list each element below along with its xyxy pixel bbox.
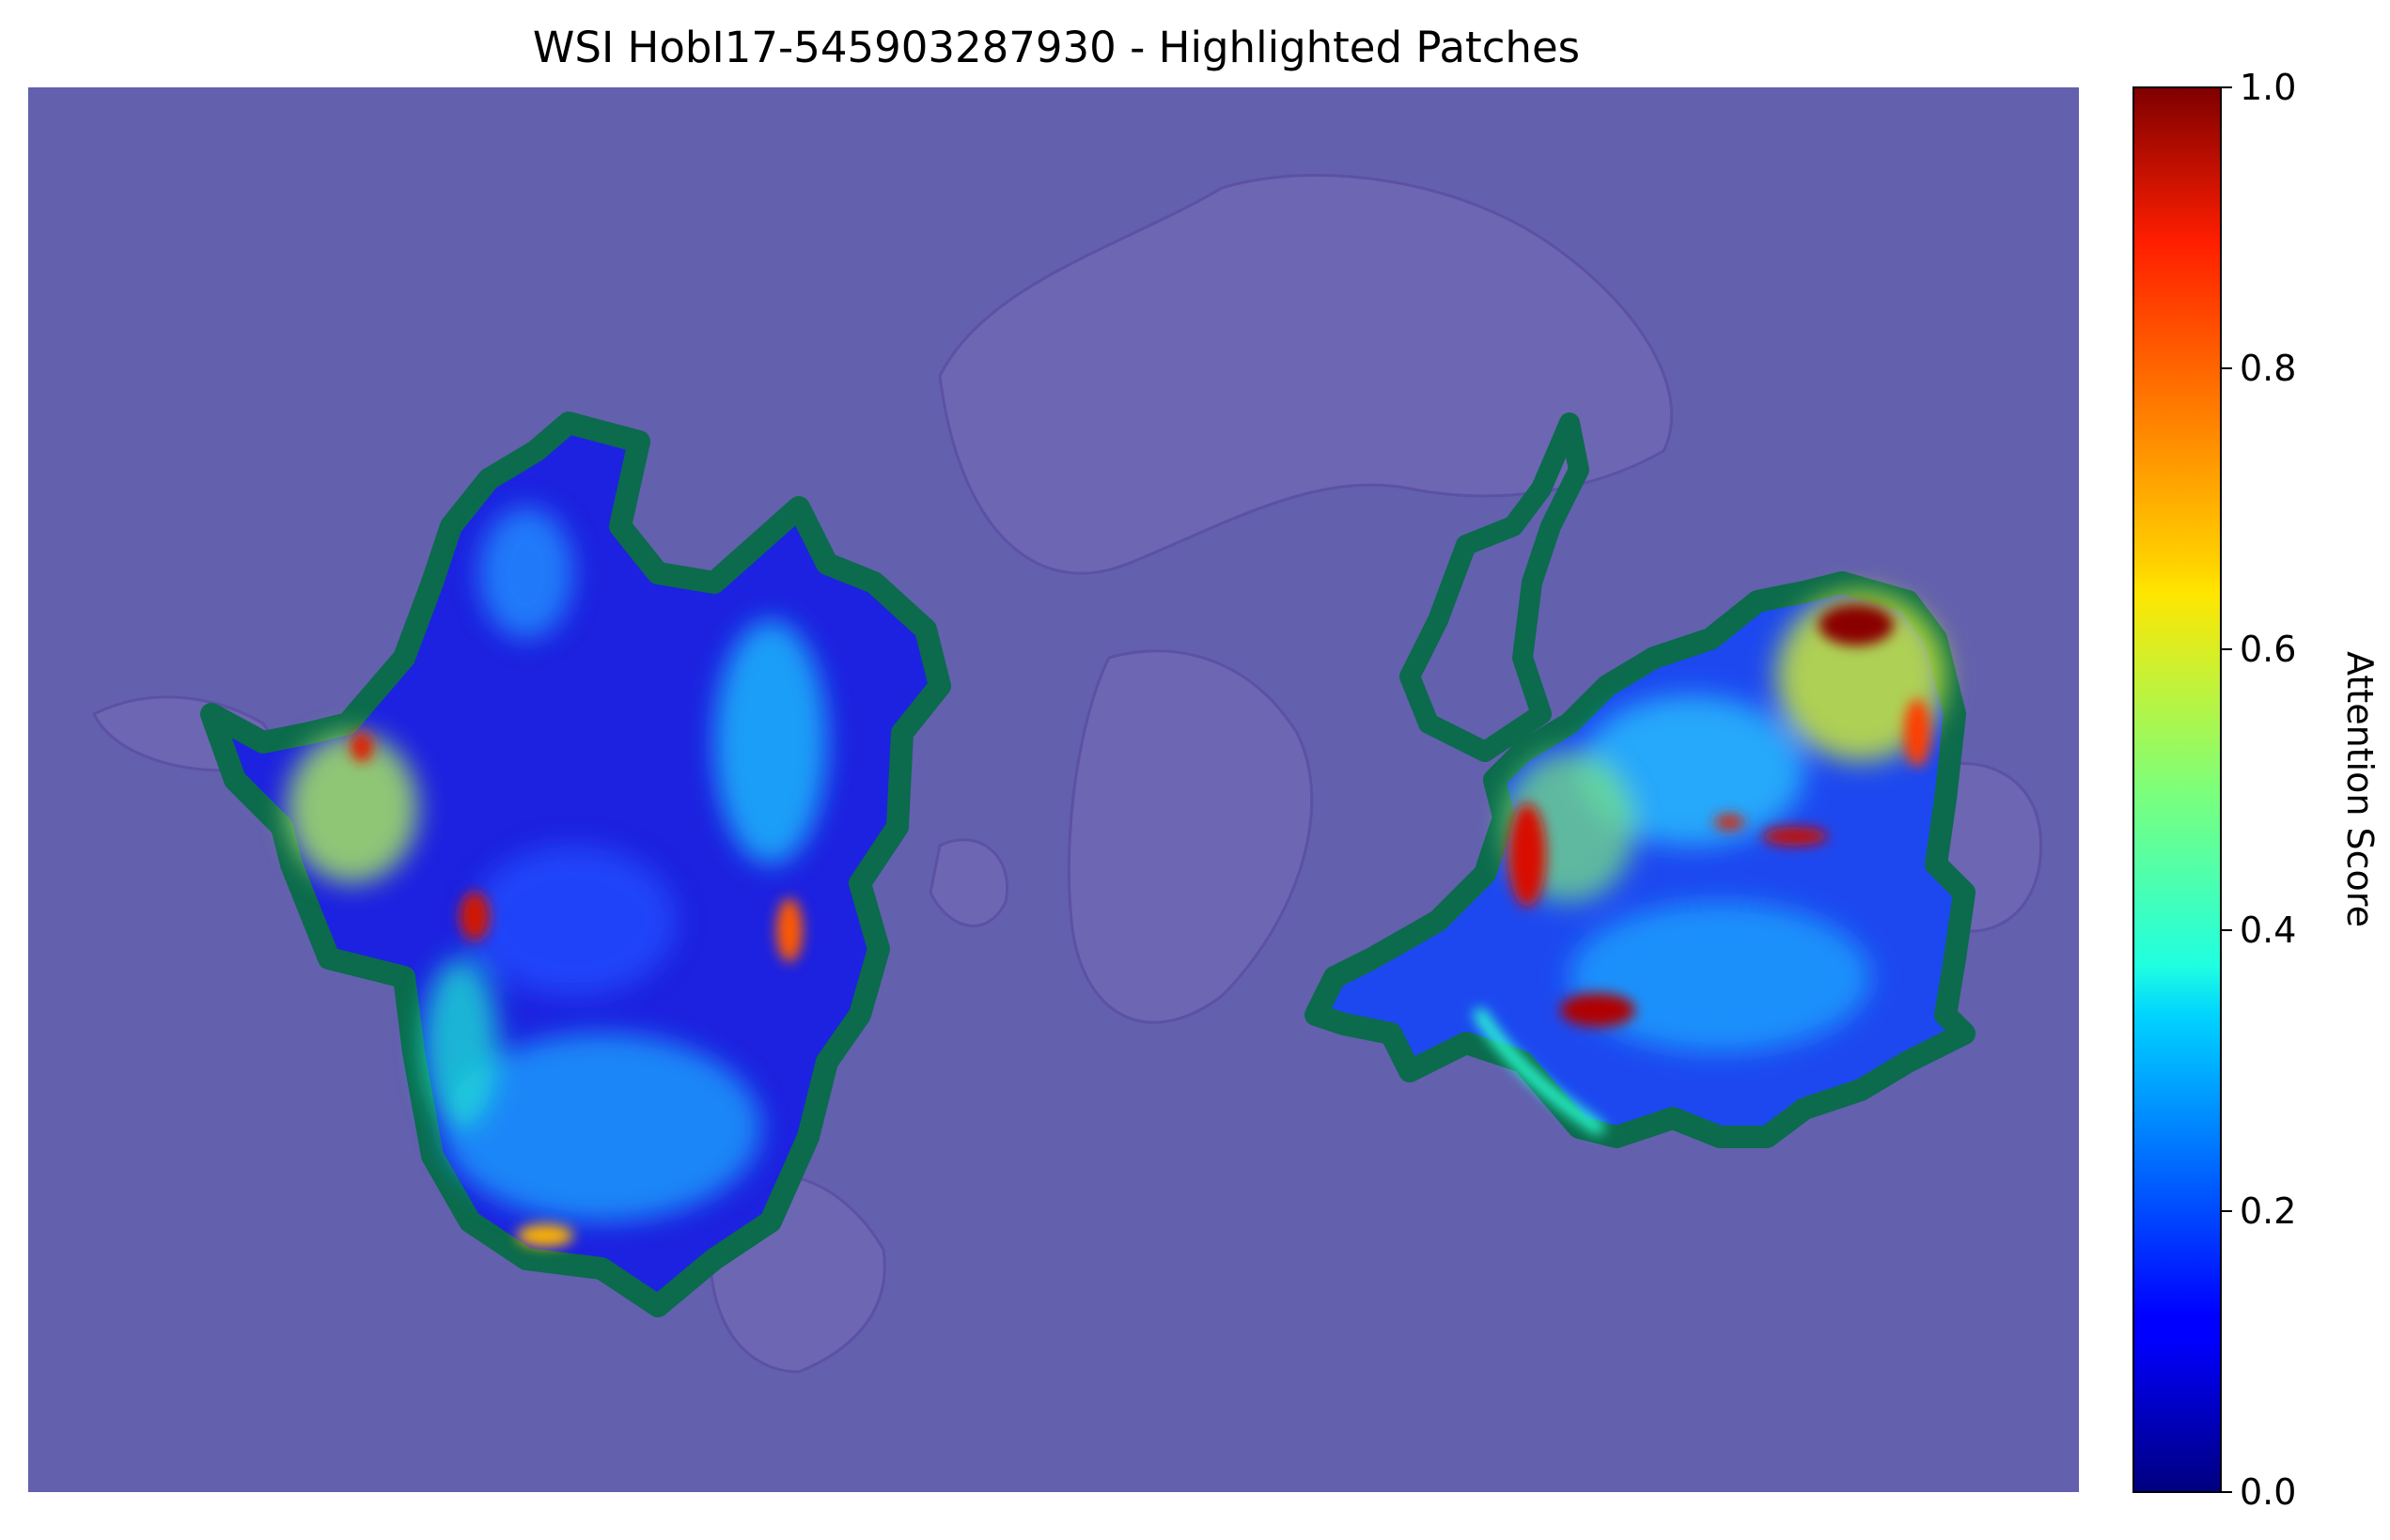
right-max-spot-4 <box>1762 827 1828 846</box>
right-hotspot-bottom <box>1570 902 1870 1052</box>
right-max-spot-2 <box>1508 803 1546 907</box>
right-upper-contour <box>1399 412 1589 762</box>
right-hotspot-center <box>1579 695 1804 846</box>
right-max-spot-5 <box>1714 815 1744 830</box>
left-max-spot-2 <box>776 898 803 962</box>
right-bright-edge <box>1474 1008 1604 1134</box>
colorbar-tick-label: 1.0 <box>2240 67 2296 108</box>
faint-tissue <box>91 174 2042 1374</box>
left-hotspot-mid <box>470 846 677 996</box>
left-max-spot-4 <box>517 1224 573 1247</box>
colorbar-tick-label: 0.0 <box>2240 1471 2296 1513</box>
colorbar-tick-label: 0.4 <box>2240 910 2296 951</box>
colorbar-label: Attention Score <box>2339 651 2381 927</box>
left-hotspot-edge <box>423 958 498 1128</box>
wsi-image-area <box>28 87 2079 1492</box>
colorbar-ticks: 0.0 0.2 0.4 0.6 0.8 1.0 <box>2221 67 2296 1513</box>
right-max-spot-1 <box>1819 604 1894 646</box>
left-max-spot-3 <box>351 732 373 762</box>
left-hotspot-right <box>714 620 827 864</box>
left-tissue-region <box>200 412 951 1317</box>
left-hotspot-lobe <box>287 733 418 883</box>
right-tissue-region <box>1304 412 1976 1148</box>
left-hotspot-lower <box>442 1034 761 1221</box>
right-max-spot-6 <box>1904 699 1930 767</box>
colorbar-tick-label: 0.8 <box>2240 348 2296 389</box>
right-max-spot-3 <box>1560 993 1635 1027</box>
colorbar-tick-label: 0.6 <box>2240 629 2296 670</box>
chart-title: WSI HobI17-545903287930 - Highlighted Pa… <box>533 23 1580 72</box>
left-max-spot-1 <box>460 892 490 941</box>
colorbar-gradient <box>2132 86 2222 1493</box>
colorbar-tick-label: 0.2 <box>2240 1190 2296 1232</box>
colorbar: 0.0 0.2 0.4 0.6 0.8 1.0 Attention Score <box>2132 67 2381 1513</box>
right-hotspot-top <box>1776 592 1945 761</box>
left-hotspot-upper <box>479 507 573 639</box>
